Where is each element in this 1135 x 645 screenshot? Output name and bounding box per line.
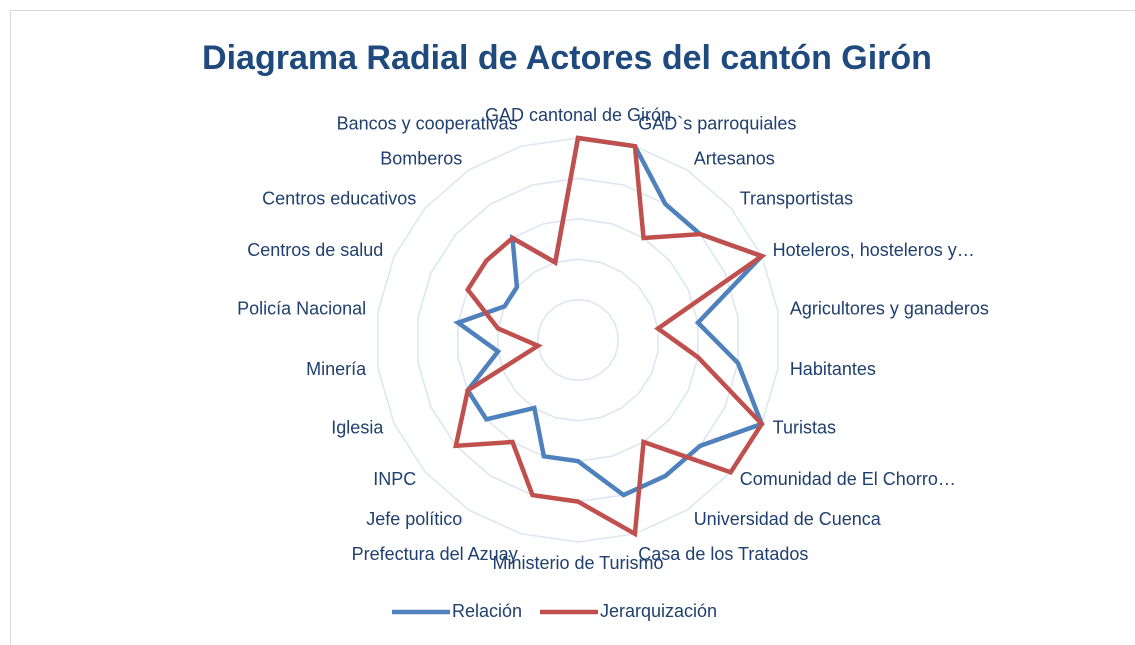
category-label: Ministerio de Turismo [492, 553, 663, 573]
category-label: Agricultores y ganaderos [790, 298, 989, 318]
category-label: Iglesia [331, 418, 384, 438]
category-label: Policía Nacional [237, 298, 366, 318]
category-label: Casa de los Tratados [638, 544, 808, 564]
category-label: Centros de salud [247, 240, 383, 260]
grid-ring [377, 137, 779, 543]
category-label: Jefe político [366, 509, 462, 529]
category-label: Habitantes [790, 359, 876, 379]
chart-title: Diagrama Radial de Actores del cantón Gi… [202, 39, 932, 77]
category-label: Hoteleros, hosteleros y… [773, 240, 975, 260]
category-label: GAD`s parroquiales [638, 113, 796, 133]
category-label: Centros educativos [262, 189, 416, 209]
legend-label: Relación [452, 601, 522, 621]
grid-ring [537, 298, 619, 382]
category-label: Artesanos [694, 149, 775, 169]
category-label: Bancos y cooperativas [337, 113, 518, 133]
category-label: Comunidad de El Chorro… [740, 469, 956, 489]
series-line [453, 135, 767, 538]
category-label: Minería [306, 359, 367, 379]
category-label: Transportistas [740, 189, 853, 209]
legend-label: Jerarquización [600, 601, 717, 621]
category-label: Bomberos [380, 149, 462, 169]
category-label: Turistas [773, 418, 836, 438]
category-label: GAD cantonal de Girón [485, 105, 671, 125]
category-label: Prefectura del Azuay [352, 544, 518, 564]
category-label: INPC [373, 469, 416, 489]
chart-frame [10, 10, 1135, 645]
category-label: Universidad de Cuenca [694, 509, 882, 529]
